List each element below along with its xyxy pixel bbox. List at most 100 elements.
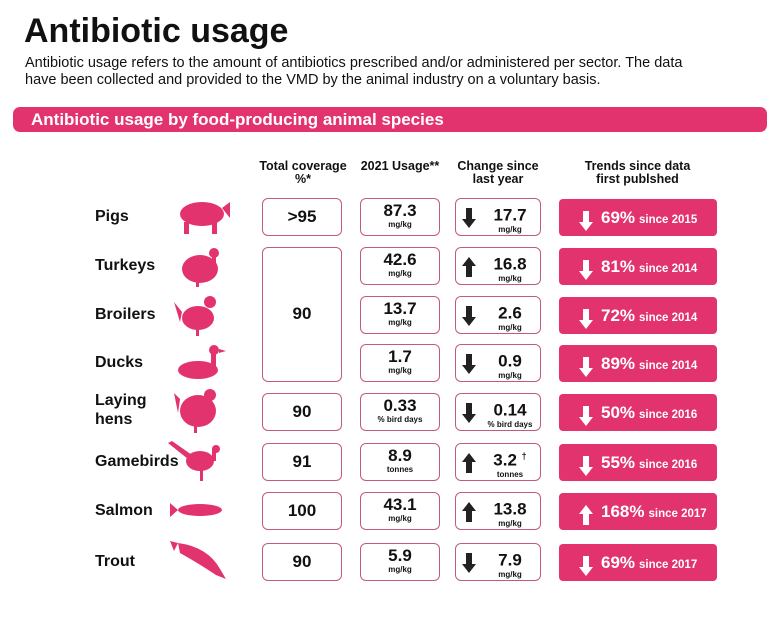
trend-badge: 72% since 2014	[559, 297, 717, 334]
trend-badge: 69% since 2017	[559, 544, 717, 581]
change-box: 16.8 mg/kg	[455, 247, 541, 285]
change-unit: mg/kg	[498, 370, 522, 380]
usage-unit: mg/kg	[388, 514, 412, 523]
trend-percent: 69%	[601, 208, 636, 227]
coverage-box: 91	[262, 443, 342, 481]
trend-percent: 81%	[601, 257, 636, 276]
usage-unit: mg/kg	[388, 565, 412, 574]
usage-value: 43.1	[383, 495, 417, 514]
trend-percent: 72%	[601, 306, 636, 325]
usage-box: 87.3 mg/kg	[360, 198, 440, 236]
usage-value: 5.9	[388, 546, 412, 565]
usage-unit: mg/kg	[388, 220, 412, 229]
down-arrow-icon	[579, 257, 593, 280]
animal-icon	[182, 248, 219, 287]
trend-since: since 2017	[639, 559, 698, 571]
usage-box: 1.7 mg/kg	[360, 344, 440, 382]
change-value: 3.2	[493, 450, 517, 470]
change-value: 7.9	[498, 550, 522, 570]
usage-box: 5.9 mg/kg	[360, 543, 440, 581]
up-arrow-icon	[462, 453, 476, 473]
change-box: 13.8 mg/kg	[455, 492, 541, 530]
usage-value: 42.6	[383, 250, 417, 269]
down-arrow-icon	[579, 354, 593, 377]
animal-icon	[168, 441, 220, 481]
row-label: Laying hens	[95, 392, 147, 428]
down-arrow-icon	[462, 403, 476, 423]
trend-since: since 2014	[639, 360, 698, 372]
trend-badge: 168% since 2017	[559, 493, 717, 530]
change-box: 7.9 mg/kg	[455, 543, 541, 581]
change-unit: mg/kg	[498, 322, 522, 332]
trend-percent: 89%	[601, 354, 636, 373]
animal-icon	[174, 389, 216, 433]
trend-since: since 2014	[639, 263, 698, 275]
down-arrow-icon	[462, 354, 476, 374]
header-change: Change since last year	[457, 159, 539, 186]
trend-percent: 69%	[601, 553, 636, 572]
down-arrow-icon	[579, 306, 593, 329]
usage-box: 43.1 mg/kg	[360, 492, 440, 530]
coverage-box: 90	[262, 543, 342, 581]
trend-badge: 81% since 2014	[559, 248, 717, 285]
change-unit: tonnes	[496, 469, 524, 479]
change-value: 16.8	[493, 254, 527, 274]
change-box: 0.14 % bird days	[455, 393, 541, 431]
page-title: Antibiotic usage	[24, 12, 289, 50]
row-label: Salmon	[95, 502, 153, 519]
coverage-box: 90	[262, 393, 342, 431]
row-label: Turkeys	[95, 257, 156, 274]
usage-value: 13.7	[383, 299, 417, 318]
up-arrow-icon	[462, 502, 476, 522]
usage-value: 1.7	[388, 347, 412, 366]
usage-unit: mg/kg	[388, 318, 412, 327]
trend-percent: 168%	[601, 502, 645, 521]
row-label: Ducks	[95, 354, 144, 371]
down-arrow-icon	[462, 306, 476, 326]
trend-since: since 2015	[639, 214, 698, 226]
down-arrow-icon	[579, 403, 593, 426]
animal-icon	[170, 541, 226, 579]
change-unit: mg/kg	[498, 569, 522, 579]
change-unit: mg/kg	[498, 224, 522, 234]
change-value: 2.6	[498, 303, 522, 323]
usage-unit: mg/kg	[388, 269, 412, 278]
animal-icon	[170, 503, 222, 517]
usage-unit: mg/kg	[388, 366, 412, 375]
up-arrow-icon	[579, 502, 593, 525]
trend-since: since 2016	[639, 409, 698, 421]
change-unit: % bird days	[487, 419, 533, 429]
down-arrow-icon	[579, 453, 593, 476]
change-footnote-mark: †	[521, 451, 527, 461]
trend-badge: 89% since 2014	[559, 345, 717, 382]
row-label: Pigs	[95, 208, 129, 225]
trend-percent: 55%	[601, 453, 636, 472]
animal-icon	[174, 296, 216, 336]
intro-text: Antibiotic usage refers to the amount of…	[25, 55, 683, 88]
change-unit: mg/kg	[498, 518, 522, 528]
trend-since: since 2017	[648, 508, 707, 520]
coverage-box: >95	[262, 198, 342, 236]
merged-coverage-box: 90	[262, 247, 342, 382]
header-coverage: Total coverage %*	[259, 159, 347, 186]
change-box: 0.9 mg/kg	[455, 344, 541, 382]
row-label: Gamebirds	[95, 453, 179, 470]
row-label: Broilers	[95, 306, 156, 323]
change-value: 17.7	[493, 205, 527, 225]
trend-since: since 2014	[639, 312, 698, 324]
trend-since: since 2016	[639, 459, 698, 471]
usage-box: 0.33% bird days	[360, 393, 440, 431]
header-usage: 2021 Usage**	[360, 159, 440, 173]
change-value: 0.14	[493, 400, 527, 420]
down-arrow-icon	[579, 208, 593, 231]
change-value: 13.8	[493, 499, 527, 519]
change-box: 17.7 mg/kg	[455, 198, 541, 236]
usage-unit: % bird days	[377, 415, 423, 424]
animal-icon	[178, 345, 226, 379]
trend-badge: 69% since 2015	[559, 199, 717, 236]
usage-value: 87.3	[383, 201, 417, 220]
coverage-box: 100	[262, 492, 342, 530]
down-arrow-icon	[462, 208, 476, 228]
animal-icon	[180, 202, 230, 234]
